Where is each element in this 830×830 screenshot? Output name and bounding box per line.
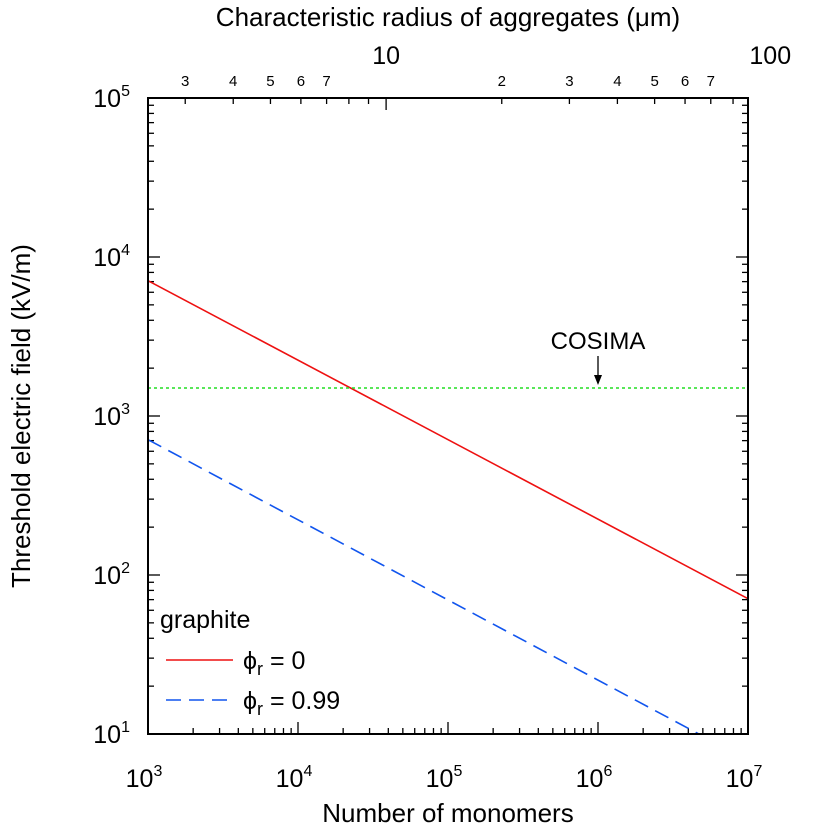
x-tick-label: 103 (126, 763, 163, 793)
plot-series (147, 279, 749, 735)
series-line (147, 438, 700, 735)
top-minor-tick-label: 7 (707, 73, 715, 90)
cosima-label: COSIMA (551, 328, 646, 355)
y-tick-label: 105 (93, 83, 130, 113)
top-tick-label: 10 (372, 42, 400, 70)
top-minor-tick-label: 5 (266, 73, 274, 90)
series-line (147, 279, 749, 600)
legend-title: graphite (160, 606, 250, 634)
top-minor-tick-label: 4 (229, 73, 237, 90)
plot-frame (147, 97, 749, 735)
x-tick-label: 105 (426, 763, 463, 793)
y-axis-title: Threshold electric field (kV/m) (6, 244, 36, 588)
top-minor-tick-label: 3 (181, 73, 189, 90)
top-minor-tick-label: 6 (681, 73, 689, 90)
top-minor-tick-label: 5 (650, 73, 658, 90)
top-minor-tick-label: 7 (322, 73, 330, 90)
top-minor-tick-label: 6 (297, 73, 305, 90)
tick-marks (147, 97, 749, 735)
x-tick-label: 107 (726, 763, 763, 793)
top-minor-tick-label: 4 (613, 73, 621, 90)
y-tick-label: 102 (93, 560, 130, 590)
y-tick-label: 101 (93, 719, 130, 749)
cosima-arrowhead (594, 375, 602, 386)
legend-label: ϕr = 0.99 (243, 687, 340, 719)
top-axis-title: Characteristic radius of aggregates (μm) (216, 2, 680, 32)
x-axis-title: Number of monomers (322, 798, 573, 828)
top-tick-label: 100 (749, 42, 791, 70)
x-tick-label: 106 (576, 763, 613, 793)
y-tick-label: 103 (93, 401, 130, 431)
legend: graphite ϕr = 0 ϕr = 0.99 (160, 606, 340, 719)
reference-line-group: COSIMA (148, 328, 748, 389)
legend-label: ϕr = 0 (243, 647, 305, 679)
y-tick-label: 104 (93, 242, 130, 272)
top-minor-tick-label: 2 (498, 73, 506, 90)
x-tick-label: 104 (276, 763, 313, 793)
top-minor-tick-label: 3 (565, 73, 573, 90)
